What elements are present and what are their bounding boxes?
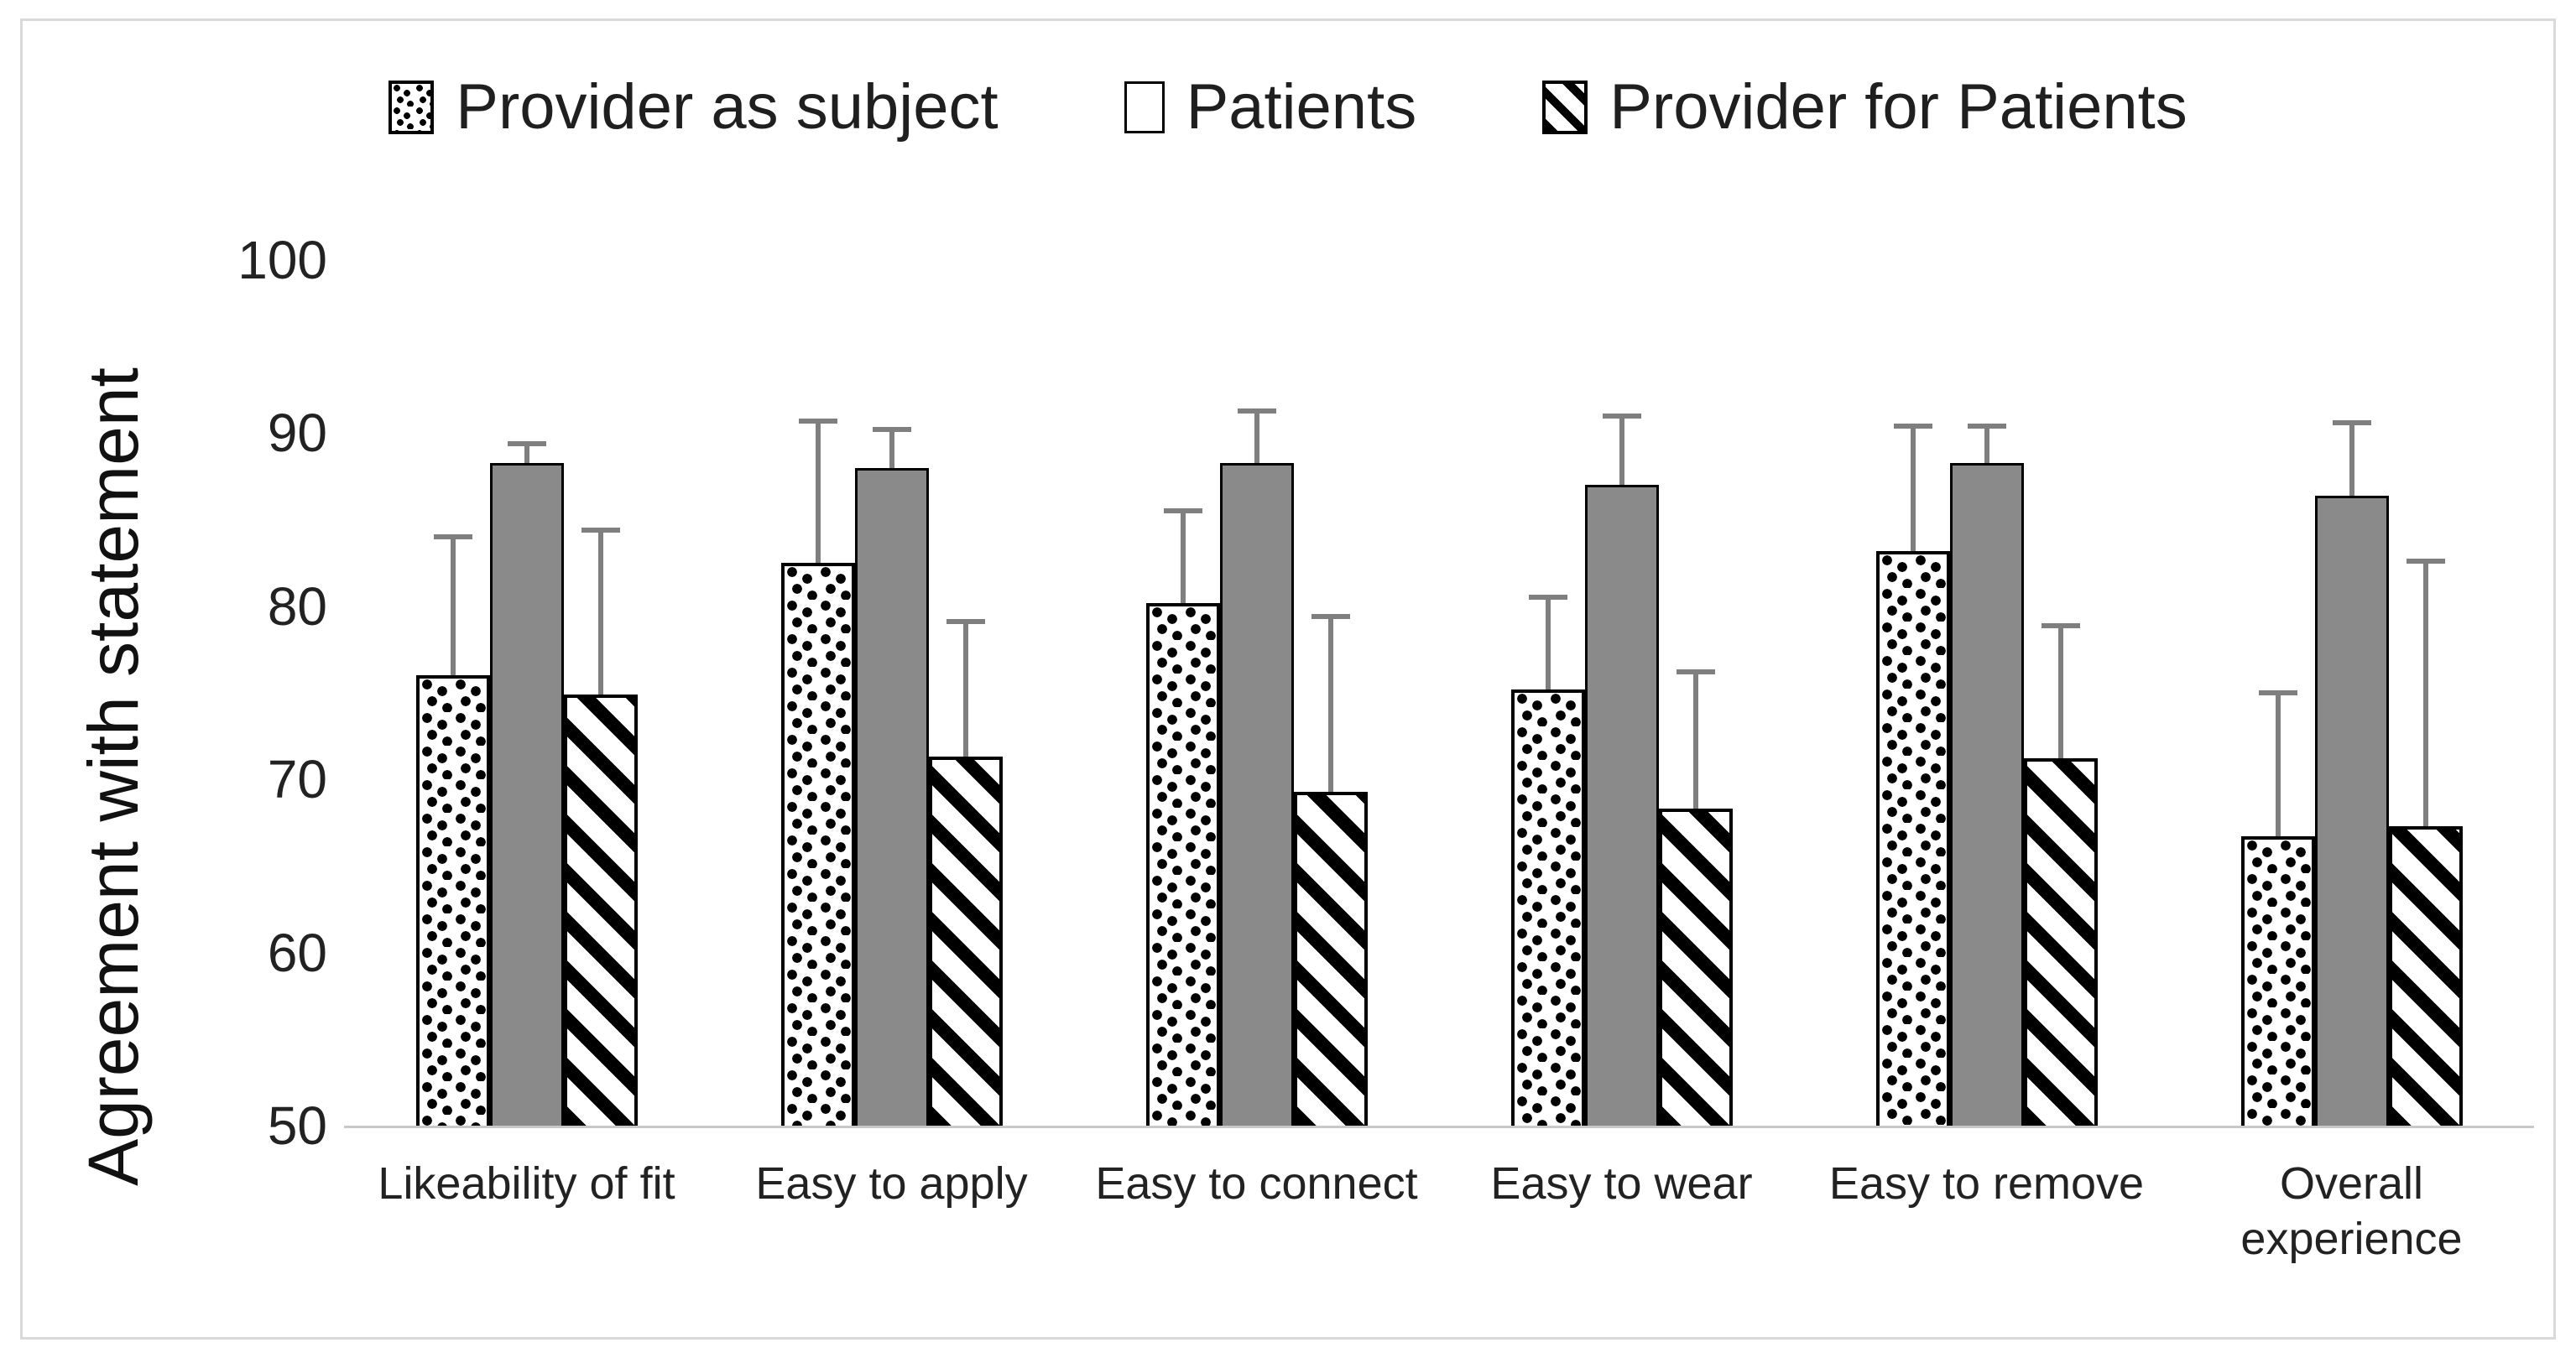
bar-group [709,260,1074,1126]
error-bar-cap [798,418,837,424]
x-axis-label-line: Easy to remove [1828,1158,2145,1209]
error-bar-stem [2422,561,2428,826]
x-axis-label-line: Easy to wear [1490,1158,1753,1209]
dotted-pattern-swatch-icon [388,80,435,134]
bar-gray-patients [1949,462,2024,1126]
diagonal-stripe-swatch-icon [1542,80,1588,134]
error-bar-stem [815,420,821,564]
bar-gray-patients [489,462,564,1126]
error-bar-cap [1602,413,1641,419]
bar-gray-patients [1219,462,1294,1126]
legend-item-provider-for-patients: Provider for Patients [1542,72,2188,143]
error-bar-stem [1180,511,1186,603]
bar-dotted-provider-as-subject [1510,689,1585,1126]
error-bar-stem [962,622,968,757]
error-bar-cap [1163,508,1202,514]
y-axis-tick-label: 90 [267,403,327,464]
bar-striped-provider-for-patients [2388,825,2463,1126]
bar-gray-patients [2314,495,2389,1126]
y-axis-tick-label: 70 [267,749,327,810]
error-bar-cap [2406,559,2445,565]
error-bar-stem [2275,693,2281,837]
legend: Provider as subject Patients Provider fo… [0,72,2576,143]
bar-striped-provider-for-patients [1658,809,1733,1126]
bar-striped-provider-for-patients [563,695,638,1126]
bar-striped-provider-for-patients [1293,791,1368,1126]
x-axis-label-line: Easy to connect [1095,1158,1418,1209]
x-axis-label: Easy to apply [709,1156,1074,1267]
solid-gray-swatch-icon [1124,81,1165,133]
x-axis-label-line: Easy to apply [755,1158,1028,1209]
bar-group [2169,260,2534,1126]
legend-label: Provider for Patients [1609,71,2188,143]
error-bar-cap [2332,420,2371,426]
error-bar-cap [1967,424,2006,429]
legend-label: Provider as subject [456,71,999,143]
error-bar-stem [1327,617,1333,792]
bar-group [1439,260,1804,1126]
x-axis-labels: Likeability of fit Easy to apply Easy to c… [344,1156,2534,1267]
bar-striped-provider-for-patients [928,757,1003,1126]
bar-dotted-provider-as-subject [780,563,855,1126]
error-bar-cap [1237,408,1276,414]
x-axis-label: Easy to remove [1804,1156,2169,1267]
legend-label: Patients [1186,71,1417,143]
bar-group [344,260,709,1126]
error-bar-stem [1692,672,1698,809]
error-bar-stem [1545,597,1551,689]
x-axis-label-line: experience [2240,1214,2463,1264]
error-bar-stem [2057,625,2063,759]
error-bar-cap [2258,690,2297,695]
error-bar-stem [524,443,529,463]
error-bar-stem [889,429,894,468]
bar-group [1804,260,2169,1126]
bar-dotted-provider-as-subject [1145,602,1220,1126]
y-axis-tick-label: 80 [267,575,327,637]
bar-group [1074,260,1439,1126]
error-bar-cap [433,534,472,540]
error-bar-cap [581,527,620,533]
error-bar-cap [1311,614,1350,620]
error-bar-cap [1893,424,1932,429]
x-axis-label: Overall experience [2169,1156,2534,1267]
error-bar-cap [1676,669,1715,675]
error-bar-stem [597,530,603,695]
x-axis-label: Likeability of fit [344,1156,709,1267]
bar-gray-patients [1584,485,1659,1126]
error-bar-stem [450,537,456,676]
error-bar-stem [2349,423,2354,496]
error-bar-stem [1984,426,1989,463]
error-bar-cap [1528,595,1567,601]
x-axis-label-line: Overall [2279,1158,2424,1209]
x-axis-label-line: Likeability of fit [378,1158,675,1209]
legend-item-patients: Patients [1124,71,1417,143]
bar-striped-provider-for-patients [2023,758,2098,1126]
error-bar-stem [1910,426,1916,551]
bar-dotted-provider-as-subject [1875,550,1950,1126]
y-axis-tick-label: 60 [267,922,327,983]
bar-gray-patients [854,467,929,1126]
error-bar-cap [507,440,546,446]
x-axis-label: Easy to wear [1439,1156,1804,1267]
legend-item-provider-as-subject: Provider as subject [388,71,999,143]
error-bar-cap [946,619,985,625]
bar-dotted-provider-as-subject [415,675,490,1126]
plot-area [344,260,2534,1128]
y-axis-tick-label: 50 [267,1095,327,1156]
error-bar-cap [2041,622,2080,628]
error-bar-stem [1254,410,1259,463]
x-axis-label: Easy to connect [1074,1156,1439,1267]
bar-dotted-provider-as-subject [2240,836,2315,1126]
error-bar-cap [872,427,911,433]
y-axis-tick-label: 100 [237,230,327,290]
error-bar-stem [1619,415,1624,486]
